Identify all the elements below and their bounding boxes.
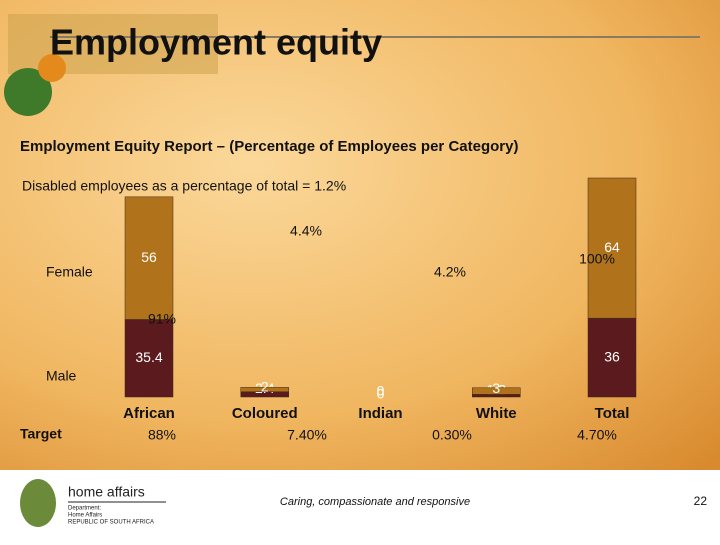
category-label: Coloured xyxy=(232,405,298,422)
category-label: African xyxy=(123,405,175,422)
data-label: 35.4 xyxy=(135,349,162,365)
tagline: Caring, compassionate and responsive xyxy=(280,496,470,508)
bar-segment xyxy=(587,177,637,319)
logo-line: REPUBLIC OF SOUTH AFRICA xyxy=(68,520,154,526)
data-label: 0 xyxy=(377,386,385,402)
annotation: 100% xyxy=(579,251,615,267)
target-value: 88% xyxy=(148,427,176,443)
data-label: 36 xyxy=(604,348,620,364)
bar-segment xyxy=(472,387,521,395)
annotation: 4.2% xyxy=(434,264,466,280)
bar-segment xyxy=(587,317,637,398)
footer-logo: home affairs Department: Home Affairs RE… xyxy=(20,479,166,527)
logo-line: Home Affairs xyxy=(68,513,102,519)
logo-line: Department: xyxy=(68,506,101,512)
chart-subtitle: Disabled employees as a percentage of to… xyxy=(22,178,346,194)
logo-circle xyxy=(4,68,52,116)
coat-of-arms xyxy=(20,479,56,527)
chart-title: Employment Equity Report – (Percentage o… xyxy=(20,138,518,155)
annotation: 91% xyxy=(148,311,176,327)
bar-segment xyxy=(124,319,174,398)
logo-circle xyxy=(38,54,66,82)
data-label: 2 xyxy=(261,378,269,394)
logo-title: home affairs xyxy=(68,484,145,500)
series-label: Female xyxy=(46,264,93,280)
data-label: 3 xyxy=(492,380,500,396)
data-label: 56 xyxy=(141,249,157,265)
slide-title: Employment equity xyxy=(50,22,382,63)
bar-segment xyxy=(124,196,174,320)
target-label: Target xyxy=(20,426,62,442)
data-label: 0 xyxy=(377,383,385,399)
data-label: 64 xyxy=(604,239,620,255)
target-value: 4.70% xyxy=(577,427,617,443)
category-label: Total xyxy=(595,405,630,422)
category-label: Indian xyxy=(358,405,402,422)
bar-segment xyxy=(240,387,289,392)
page-number: 22 xyxy=(694,494,708,508)
annotation: 4.4% xyxy=(290,223,322,239)
series-label: Male xyxy=(46,368,77,384)
footer-bar xyxy=(0,470,720,540)
target-value: 7.40% xyxy=(287,427,327,443)
target-value: 0.30% xyxy=(432,427,472,443)
category-label: White xyxy=(476,405,517,422)
